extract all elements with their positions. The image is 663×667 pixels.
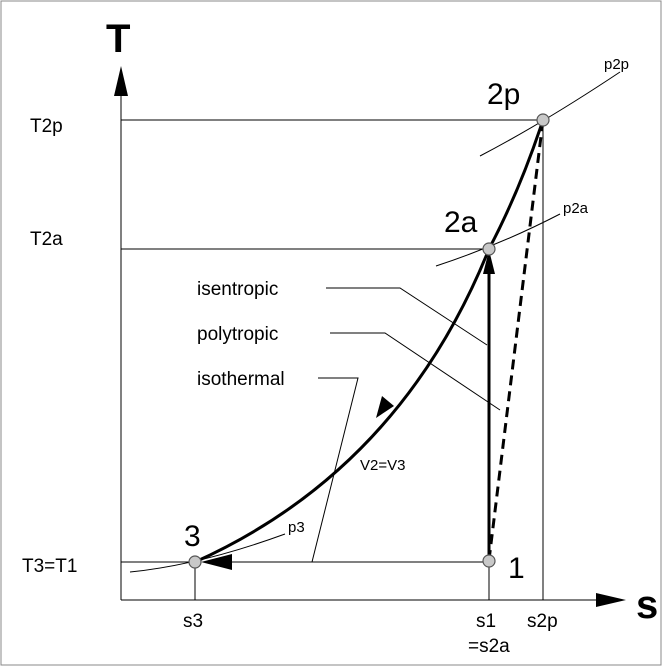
y-tick-label: T2a [30, 229, 63, 250]
process-label: isentropic [197, 279, 278, 300]
y-tick-label: T3=T1 [22, 556, 77, 577]
isothermal-arrow [201, 554, 232, 570]
isobar-label: p2a [563, 200, 589, 217]
point-label: 1 [508, 552, 525, 585]
leader [311, 377, 359, 563]
leader [330, 332, 501, 411]
x-tick-label: s3 [183, 611, 203, 632]
annotation: V2=V3 [360, 457, 405, 474]
isobar [435, 213, 561, 267]
point-label: 2p [487, 78, 520, 111]
isobar-label: p3 [288, 519, 305, 536]
x-tick-label: s1 [476, 611, 496, 632]
isentropic-arrow [483, 250, 495, 274]
state-point [188, 555, 202, 569]
t-axis-arrow [114, 66, 128, 96]
process-label: polytropic [197, 324, 278, 345]
point-label: 2a [444, 206, 478, 239]
curve-arrow [376, 396, 394, 418]
leader [326, 287, 488, 346]
compression-curve [194, 119, 545, 564]
process-label: isothermal [197, 369, 285, 390]
state-point [482, 242, 496, 256]
state-point [482, 554, 496, 568]
x-tick-label: =s2a [468, 636, 510, 657]
x-tick-label: s2p [527, 611, 558, 632]
t-axis-label: T [106, 17, 130, 61]
s-axis-label: s [636, 583, 658, 627]
y-tick-label: T2p [30, 116, 63, 137]
polytropic-line [487, 119, 545, 561]
isobar-label: p2p [604, 56, 629, 73]
s-axis-arrow [596, 593, 626, 607]
state-point [536, 113, 550, 127]
point-label: 3 [184, 520, 201, 553]
